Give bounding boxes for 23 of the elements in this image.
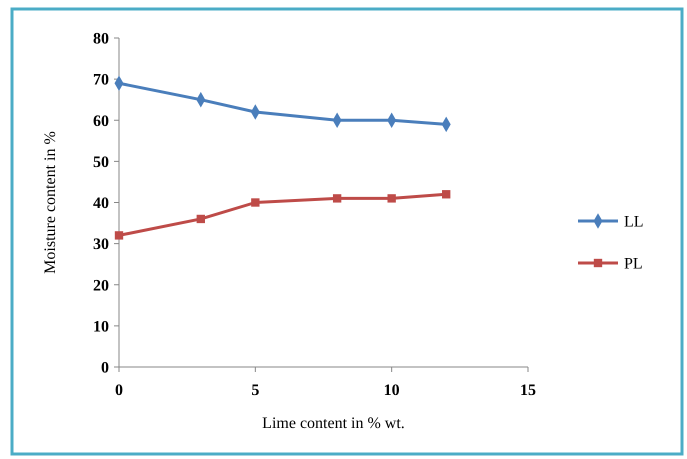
x-tick-label: 5 [251, 382, 260, 399]
y-axis-title: Moisture content in % [42, 131, 59, 274]
point [251, 198, 260, 207]
x-tick-label: 0 [115, 382, 123, 399]
point [387, 194, 396, 203]
point [114, 231, 124, 240]
point [442, 190, 450, 198]
y-tick-label: 30 [93, 236, 109, 254]
y-tick-label: 20 [93, 277, 109, 294]
point [196, 214, 205, 224]
legend-label: LL [624, 214, 644, 231]
point [332, 194, 342, 203]
y-tick-label: 60 [93, 112, 109, 130]
y-tick-label: 50 [93, 154, 109, 171]
x-tick-label: 10 [384, 382, 400, 399]
legend-label: PL [624, 256, 643, 273]
y-tick-label: 0 [101, 360, 109, 377]
y-tick-label: 10 [93, 318, 109, 336]
x-axis-title: Lime content in % wt. [262, 415, 405, 432]
x-tick-label: 15 [520, 382, 536, 399]
y-tick-label: 40 [93, 195, 109, 212]
y-tick-label: 80 [93, 30, 109, 48]
y-tick-label: 70 [93, 72, 109, 89]
